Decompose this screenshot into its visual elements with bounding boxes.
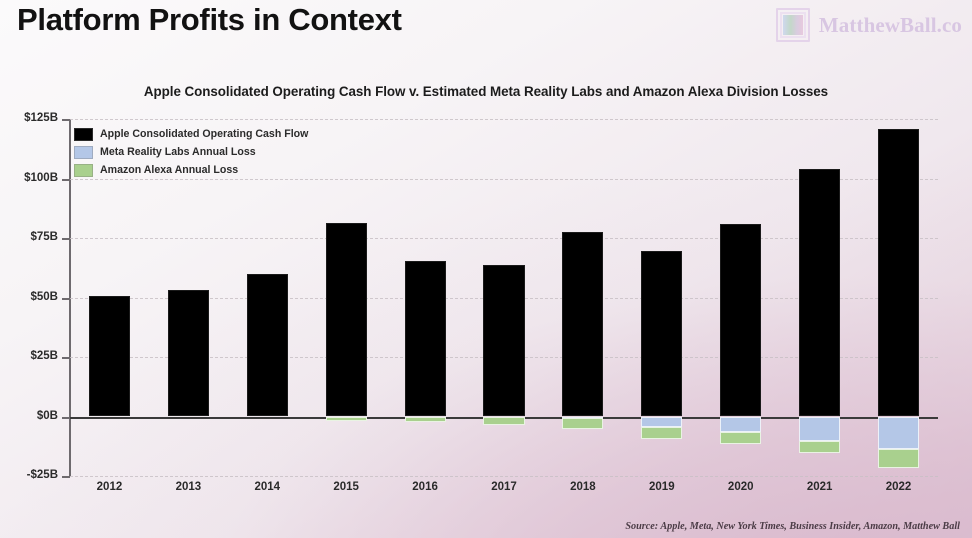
bar-group[interactable] xyxy=(88,119,130,476)
bar-group[interactable] xyxy=(878,119,920,476)
bar-amazon-alexa-loss[interactable] xyxy=(562,418,604,430)
bar-meta-reality-labs-loss[interactable] xyxy=(641,416,683,428)
bar-amazon-alexa-loss[interactable] xyxy=(720,432,762,445)
bar-group[interactable] xyxy=(641,119,683,476)
bar-meta-reality-labs-loss[interactable] xyxy=(562,416,604,419)
gradient-square-logo-icon xyxy=(775,8,810,42)
x-axis-tick-label: 2013 xyxy=(175,481,202,493)
bar-apple-cash-flow[interactable] xyxy=(562,232,604,417)
bar-group[interactable] xyxy=(404,119,446,476)
bar-apple-cash-flow[interactable] xyxy=(878,128,920,417)
bar-group[interactable] xyxy=(246,119,288,476)
bar-apple-cash-flow[interactable] xyxy=(641,251,683,417)
chart-title: Apple Consolidated Operating Cash Flow v… xyxy=(143,84,829,99)
bar-meta-reality-labs-loss[interactable] xyxy=(799,416,841,441)
x-axis-tick-label: 2015 xyxy=(333,481,359,493)
gridline xyxy=(70,476,938,477)
x-axis-tick-label: 2014 xyxy=(254,481,281,493)
bar-group[interactable] xyxy=(720,119,762,476)
x-axis-tick-label: 2019 xyxy=(649,481,675,493)
legend-item[interactable]: Meta Reality Labs Annual Loss xyxy=(74,145,308,159)
bar-amazon-alexa-loss[interactable] xyxy=(404,416,446,423)
legend-item[interactable]: Amazon Alexa Annual Loss xyxy=(74,163,308,177)
y-axis-tick-mark xyxy=(62,238,70,240)
bar-amazon-alexa-loss[interactable] xyxy=(878,449,920,469)
bar-amazon-alexa-loss[interactable] xyxy=(641,427,683,440)
bar-group[interactable] xyxy=(799,119,841,476)
x-axis-tick-label: 2020 xyxy=(727,481,754,493)
legend-label: Apple Consolidated Operating Cash Flow xyxy=(100,128,309,140)
bar-meta-reality-labs-loss[interactable] xyxy=(720,416,762,433)
y-axis-labels: $125B $100B $75B $50B $25B $0B -$25B xyxy=(0,112,59,481)
bar-apple-cash-flow[interactable] xyxy=(88,296,130,417)
legend-swatch xyxy=(74,145,93,159)
bar-group[interactable] xyxy=(167,119,209,476)
y-axis-tick-mark xyxy=(62,119,70,121)
plot-area xyxy=(65,119,938,477)
bar-amazon-alexa-loss[interactable] xyxy=(799,440,841,453)
y-axis-tick-label: $50B xyxy=(30,290,59,303)
y-axis-tick-label: $100B xyxy=(24,171,58,184)
bar-apple-cash-flow[interactable] xyxy=(799,168,841,417)
bar-group[interactable] xyxy=(325,119,367,476)
y-axis-tick-mark xyxy=(62,178,70,181)
y-axis-tick-label: -$25B xyxy=(26,469,58,481)
x-axis-labels: 2012 2013 2014 2015 2016 2017 2018 2019 2020 2021… xyxy=(70,481,938,501)
y-axis-tick-mark xyxy=(62,297,70,300)
bar-apple-cash-flow[interactable] xyxy=(483,265,525,417)
bar-apple-cash-flow[interactable] xyxy=(404,260,446,417)
bar-group[interactable] xyxy=(562,119,604,476)
legend-label: Amazon Alexa Annual Loss xyxy=(100,164,239,176)
gridline xyxy=(70,178,938,180)
y-axis-tick-mark xyxy=(62,357,70,359)
bar-meta-reality-labs-loss[interactable] xyxy=(878,416,920,450)
bar-group[interactable] xyxy=(483,119,525,476)
bar-amazon-alexa-loss[interactable] xyxy=(483,416,525,425)
y-axis-tick-label: $0B xyxy=(36,409,58,422)
legend-swatch xyxy=(74,163,93,177)
bar-apple-cash-flow[interactable] xyxy=(325,223,367,417)
gridline xyxy=(70,238,938,239)
y-axis-tick-label: $125B xyxy=(24,112,58,124)
gridline xyxy=(70,119,938,120)
x-axis-tick-label: 2017 xyxy=(491,481,517,493)
y-axis-tick-mark xyxy=(62,476,70,478)
source-note: Source: Apple, Meta, New York Times, Bus… xyxy=(625,521,960,532)
x-axis-tick-label: 2021 xyxy=(806,481,833,493)
legend-swatch xyxy=(74,127,93,141)
x-axis-tick-label: 2018 xyxy=(570,481,596,493)
y-axis-tick-mark xyxy=(62,416,70,419)
brand-logo[interactable]: MatthewBall.co xyxy=(775,8,962,42)
bar-amazon-alexa-loss[interactable] xyxy=(325,416,367,421)
brand-name: MatthewBall.co xyxy=(818,12,962,37)
x-axis-tick-label: 2016 xyxy=(412,481,438,493)
bar-apple-cash-flow[interactable] xyxy=(246,274,288,417)
y-axis-tick-label: $25B xyxy=(30,350,59,362)
page-title: Platform Profits in Context xyxy=(17,2,402,37)
bar-apple-cash-flow[interactable] xyxy=(167,289,209,417)
x-axis-tick-label: 2022 xyxy=(885,481,912,493)
legend-label: Meta Reality Labs Annual Loss xyxy=(100,146,256,158)
x-axis-tick-label: 2012 xyxy=(96,481,123,493)
bar-apple-cash-flow[interactable] xyxy=(720,224,762,417)
chart-legend: Apple Consolidated Operating Cash Flow Me… xyxy=(74,127,308,177)
legend-item[interactable]: Apple Consolidated Operating Cash Flow xyxy=(74,127,308,141)
y-axis-tick-label: $75B xyxy=(30,231,59,243)
